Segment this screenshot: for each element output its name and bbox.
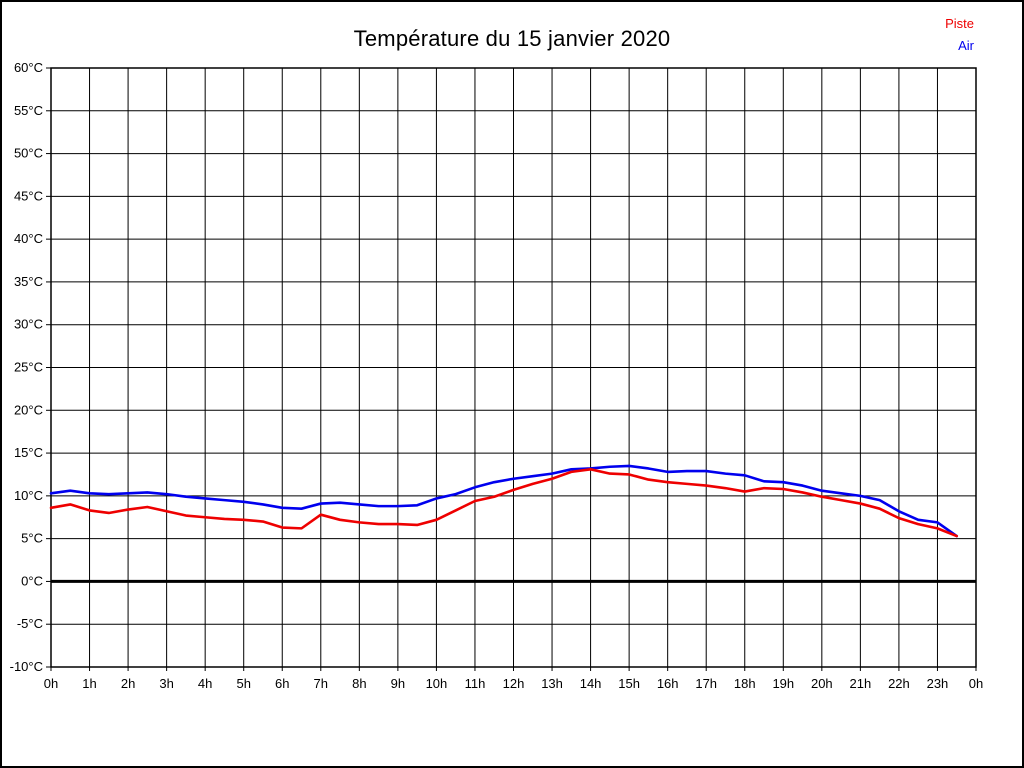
series-line-air <box>49 464 959 538</box>
x-tick-label: 20h <box>811 676 833 691</box>
series-line-piste <box>49 468 959 538</box>
x-tick-label: 15h <box>618 676 640 691</box>
x-tick-label: 12h <box>503 676 525 691</box>
y-tick-label: 20°C <box>14 402 43 417</box>
x-tick-label: 17h <box>695 676 717 691</box>
chart-legend: Piste Air <box>945 13 974 57</box>
legend-item-piste: Piste <box>945 16 974 31</box>
x-tick-label: 3h <box>159 676 173 691</box>
x-tick-label: 5h <box>236 676 250 691</box>
y-tick-label: 50°C <box>14 146 43 161</box>
x-tick-label: 7h <box>314 676 328 691</box>
x-tick-label: 23h <box>927 676 949 691</box>
x-tick-label: 0h <box>44 676 58 691</box>
chart-title: Température du 15 janvier 2020 <box>353 26 671 51</box>
x-tick-label: 11h <box>465 676 486 691</box>
legend-item-air: Air <box>958 38 974 53</box>
y-tick-label: 5°C <box>21 531 43 546</box>
y-tick-label: 15°C <box>14 445 43 460</box>
x-tick-label: 1h <box>82 676 96 691</box>
y-tick-label: 25°C <box>14 360 43 375</box>
x-tick-label: 14h <box>580 676 602 691</box>
x-tick-label: 10h <box>426 676 448 691</box>
y-tick-label: 60°C <box>14 60 43 75</box>
x-tick-label: 2h <box>121 676 135 691</box>
x-tick-label: 19h <box>772 676 794 691</box>
y-tick-label: 40°C <box>14 231 43 246</box>
y-tick-label: 10°C <box>14 488 43 503</box>
y-tick-label: 30°C <box>14 317 43 332</box>
x-tick-label: 8h <box>352 676 366 691</box>
x-tick-label: 16h <box>657 676 679 691</box>
y-tick-label: 45°C <box>14 188 43 203</box>
plot-frame <box>50 67 977 668</box>
x-tick-label: 21h <box>850 676 872 691</box>
y-tick-label: 0°C <box>21 573 43 588</box>
x-tick-label: 22h <box>888 676 910 691</box>
y-tick-label: -10°C <box>10 659 43 674</box>
y-tick-label: -5°C <box>17 616 43 631</box>
x-tick-label: 9h <box>391 676 405 691</box>
x-tick-label: 4h <box>198 676 212 691</box>
x-tick-label: 0h <box>969 676 983 691</box>
x-tick-label: 6h <box>275 676 289 691</box>
y-tick-label: 35°C <box>14 274 43 289</box>
y-tick-label: 55°C <box>14 103 43 118</box>
x-tick-label: 18h <box>734 676 756 691</box>
x-tick-label: 13h <box>541 676 563 691</box>
